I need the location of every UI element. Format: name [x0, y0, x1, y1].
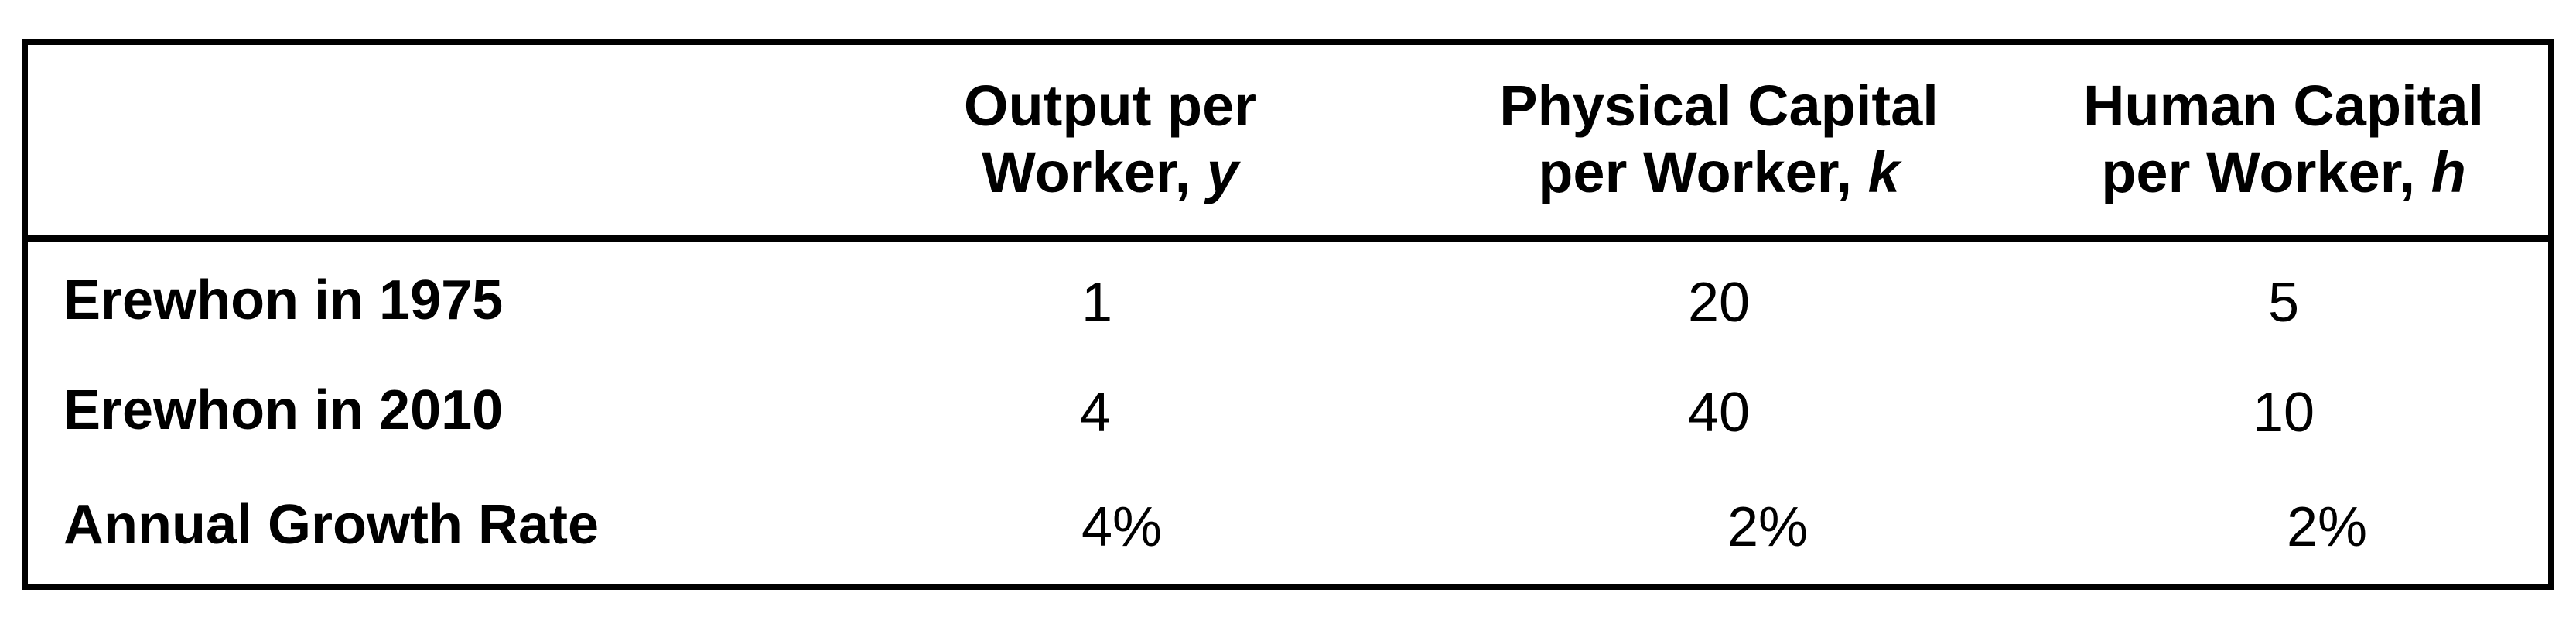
cell-2010-output: 4	[1079, 382, 1112, 444]
header-divider	[22, 235, 2554, 242]
column-header-output: Output per Worker, y	[963, 74, 1257, 204]
cell-growth-human-capital: 2%	[2286, 496, 2368, 558]
row-label-growth-rate: Annual Growth Rate	[63, 494, 600, 556]
cell-growth-output: 4%	[1081, 496, 1163, 558]
cell-1975-output: 1	[1081, 272, 1113, 334]
cell-1975-physical-capital: 20	[1687, 272, 1751, 334]
row-label-1975: Erewhon in 1975	[63, 269, 504, 331]
column-header-physical-capital: Physical Capital per Worker, k	[1499, 74, 1939, 204]
cell-2010-physical-capital: 40	[1687, 382, 1751, 444]
cell-1975-human-capital: 5	[2267, 272, 2300, 334]
cell-growth-physical-capital: 2%	[1727, 496, 1809, 558]
data-table	[22, 39, 2554, 590]
column-header-human-capital: Human Capital per Worker, h	[2082, 74, 2485, 204]
row-label-2010: Erewhon in 2010	[63, 379, 504, 441]
cell-2010-human-capital: 10	[2252, 382, 2315, 444]
